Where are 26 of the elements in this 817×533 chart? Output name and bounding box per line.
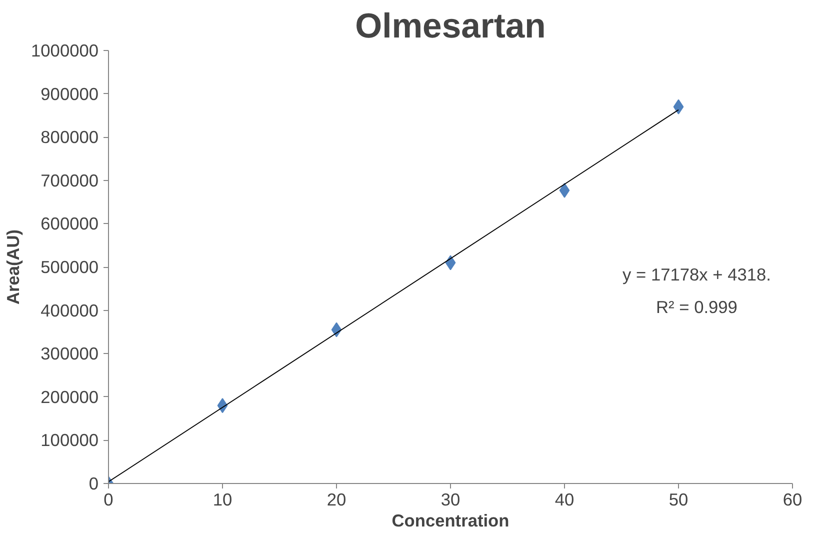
annotation: R² = 0.999 bbox=[656, 296, 738, 317]
point bbox=[673, 99, 684, 114]
y-tick-label: 200000 bbox=[40, 386, 99, 407]
x-axis-title: Concentration bbox=[392, 510, 510, 530]
x-tick-label: 60 bbox=[782, 490, 802, 510]
x-tick-label: 50 bbox=[668, 490, 688, 510]
y-tick-label: 400000 bbox=[40, 300, 99, 320]
annotation: y = 17178x + 4318. bbox=[622, 264, 771, 284]
y-tick-label: 0 bbox=[88, 474, 99, 494]
y-tick-label: 600000 bbox=[40, 214, 99, 234]
y-tick-label: 500000 bbox=[40, 257, 99, 277]
y-tick-label: 100000 bbox=[40, 430, 99, 450]
y-tick-label: 300000 bbox=[40, 344, 99, 364]
x-tick-label: 40 bbox=[554, 490, 574, 510]
x-tick-label: 30 bbox=[440, 490, 460, 510]
x-tick-label: 20 bbox=[326, 490, 346, 510]
point bbox=[559, 182, 570, 198]
x-tick-label: 0 bbox=[104, 490, 114, 510]
chart-title: Olmesartan bbox=[355, 8, 546, 46]
y-tick-label: 700000 bbox=[40, 170, 99, 190]
y-tick-label: 900000 bbox=[40, 84, 99, 104]
x-tick-label: 10 bbox=[212, 490, 232, 510]
y-tick-label: 1000000 bbox=[31, 40, 99, 60]
y-tick-label: 800000 bbox=[40, 127, 99, 148]
point bbox=[445, 255, 456, 270]
y-axis-title: Area(AU) bbox=[3, 229, 24, 305]
